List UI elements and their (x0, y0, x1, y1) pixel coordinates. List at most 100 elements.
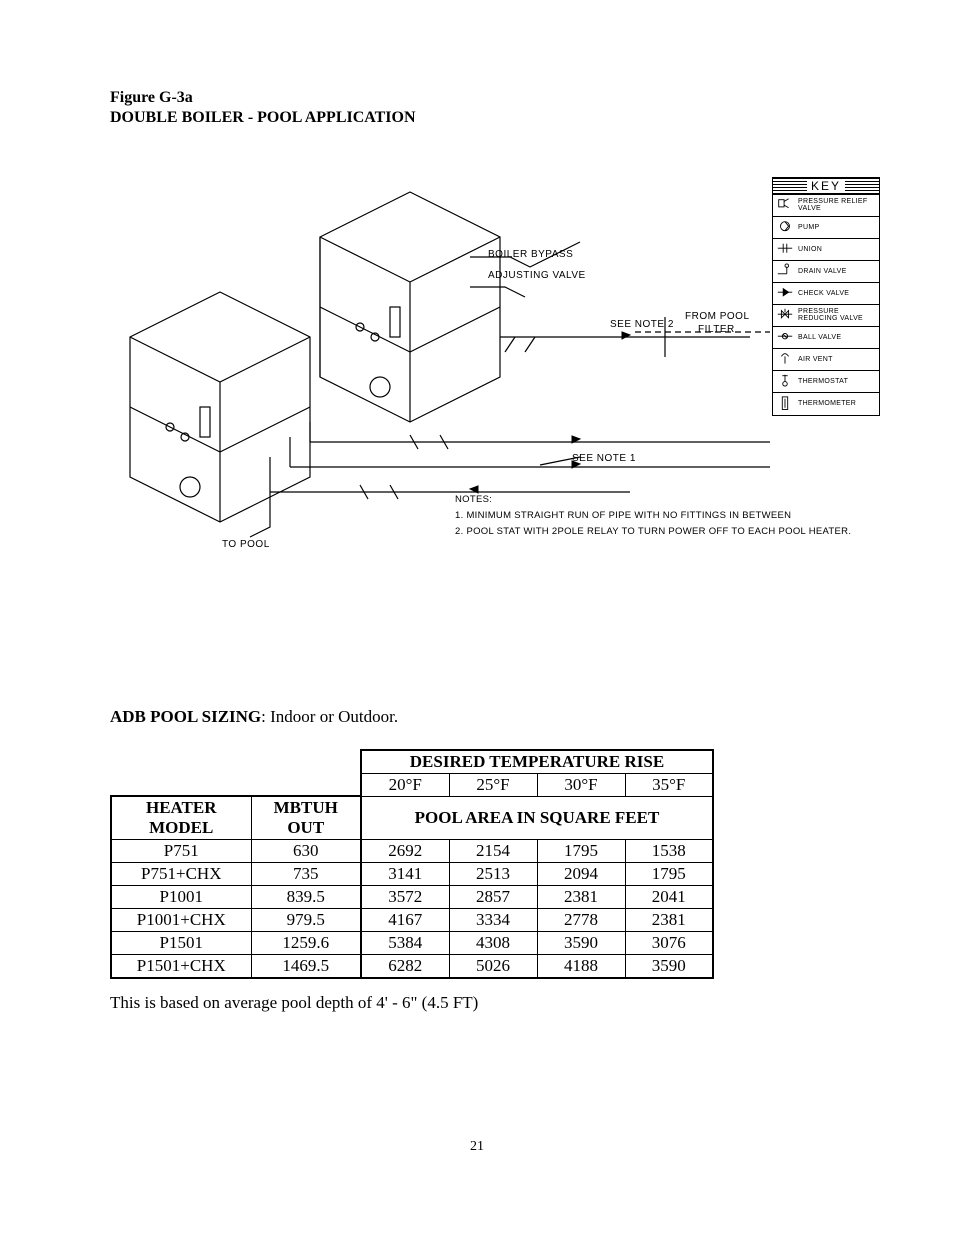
cell-mbtuh: 1259.6 (251, 932, 361, 955)
cell-model: P1001 (111, 886, 251, 909)
cell-val: 1538 (625, 840, 713, 863)
boiler-rear (320, 192, 500, 422)
cell-val: 2041 (625, 886, 713, 909)
diagram: BOILER BYPASS ADJUSTING VALVE FROM POOL … (110, 157, 880, 577)
boiler-front (130, 292, 310, 522)
label-boiler-bypass: BOILER BYPASS (488, 249, 573, 260)
cell-mbtuh: 839.5 (251, 886, 361, 909)
key-row: DRAIN VALVE (773, 261, 879, 283)
cell-val: 3590 (537, 932, 625, 955)
key-icon (776, 285, 794, 301)
sizing-heading: ADB POOL SIZING: Indoor or Outdoor. (110, 707, 844, 727)
table-row: P1001839.53572285723812041 (111, 886, 713, 909)
key-row: THERMOSTAT (773, 371, 879, 393)
cell-val: 1795 (625, 863, 713, 886)
cell-val: 2857 (449, 886, 537, 909)
page-number: 21 (0, 1139, 954, 1155)
key-label: DRAIN VALVE (798, 268, 847, 275)
cell-val: 2094 (537, 863, 625, 886)
table-row: P751+CHX7353141251320941795 (111, 863, 713, 886)
key-title: KEY (773, 178, 879, 195)
table-row: P1501+CHX1469.56282502641883590 (111, 955, 713, 979)
label-from-pool-2: FILTER (698, 324, 735, 335)
figure-title: DOUBLE BOILER - POOL APPLICATION (110, 109, 844, 127)
cell-mbtuh: 735 (251, 863, 361, 886)
key-icon (776, 197, 794, 213)
cell-model: P1501+CHX (111, 955, 251, 979)
cell-val: 3572 (361, 886, 449, 909)
temp-col: 25°F (449, 773, 537, 796)
key-icon (776, 396, 794, 412)
key-label: PUMP (798, 224, 819, 231)
cell-val: 6282 (361, 955, 449, 979)
key-row: PRESSURE REDUCING VALVE (773, 305, 879, 327)
cell-model: P1001+CHX (111, 909, 251, 932)
key-label: PRESSURE RELIEF VALVE (798, 198, 876, 213)
diagram-notes: NOTES: 1. MINIMUM STRAIGHT RUN OF PIPE W… (455, 492, 851, 540)
temp-col: 35°F (625, 773, 713, 796)
table-row: P15011259.65384430835903076 (111, 932, 713, 955)
cell-model: P751 (111, 840, 251, 863)
key-icon (776, 263, 794, 279)
key-label: UNION (798, 246, 822, 253)
note-1: 1. MINIMUM STRAIGHT RUN OF PIPE WITH NO … (455, 508, 851, 524)
cell-val: 2692 (361, 840, 449, 863)
cell-val: 2513 (449, 863, 537, 886)
key-row: PUMP (773, 217, 879, 239)
key-label: PRESSURE REDUCING VALVE (798, 308, 876, 323)
cell-val: 2381 (625, 909, 713, 932)
key-icon (776, 241, 794, 257)
note-2: 2. POOL STAT WITH 2POLE RELAY TO TURN PO… (455, 524, 851, 540)
cell-val: 2154 (449, 840, 537, 863)
key-legend: KEY PRESSURE RELIEF VALVE PUMP UNION DRAIN … (772, 177, 880, 416)
key-icon (776, 219, 794, 235)
cell-model: P1501 (111, 932, 251, 955)
label-adjusting-valve: ADJUSTING VALVE (488, 270, 586, 281)
temp-col: 30°F (537, 773, 625, 796)
cell-model: P751+CHX (111, 863, 251, 886)
pool-area-header: POOL AREA IN SQUARE FEET (361, 796, 713, 840)
sizing-footnote: This is based on average pool depth of 4… (110, 993, 844, 1013)
sizing-table: DESIRED TEMPERATURE RISE20°F25°F30°F35°F… (110, 749, 844, 980)
cell-val: 2381 (537, 886, 625, 909)
key-label: CHECK VALVE (798, 290, 849, 297)
table-row: P7516302692215417951538 (111, 840, 713, 863)
cell-val: 1795 (537, 840, 625, 863)
key-icon (776, 373, 794, 389)
key-label: AIR VENT (798, 356, 833, 363)
col-header-model: HEATER MODEL (111, 796, 251, 840)
key-icon (776, 329, 794, 345)
label-from-pool-1: FROM POOL (685, 311, 750, 322)
table-top-header: DESIRED TEMPERATURE RISE (361, 750, 713, 774)
cell-mbtuh: 630 (251, 840, 361, 863)
figure-label: Figure G-3a (110, 88, 844, 109)
label-see-note-1: SEE NOTE 1 (572, 453, 636, 464)
key-label: BALL VALVE (798, 334, 841, 341)
key-row: CHECK VALVE (773, 283, 879, 305)
label-see-note-2: SEE NOTE 2 (610, 319, 674, 330)
cell-val: 4308 (449, 932, 537, 955)
cell-val: 5026 (449, 955, 537, 979)
cell-val: 5384 (361, 932, 449, 955)
cell-val: 4167 (361, 909, 449, 932)
col-header-mbtuh: MBTUH OUT (251, 796, 361, 840)
label-to-pool: TO POOL (222, 539, 270, 550)
cell-val: 3590 (625, 955, 713, 979)
key-row: THERMOMETER (773, 393, 879, 415)
notes-heading: NOTES: (455, 492, 851, 508)
cell-val: 3141 (361, 863, 449, 886)
cell-val: 2778 (537, 909, 625, 932)
key-row: AIR VENT (773, 349, 879, 371)
cell-val: 3076 (625, 932, 713, 955)
key-row: PRESSURE RELIEF VALVE (773, 195, 879, 217)
key-row: UNION (773, 239, 879, 261)
cell-val: 3334 (449, 909, 537, 932)
cell-val: 4188 (537, 955, 625, 979)
table-row: P1001+CHX979.54167333427782381 (111, 909, 713, 932)
key-row: BALL VALVE (773, 327, 879, 349)
key-icon (776, 351, 794, 367)
cell-mbtuh: 1469.5 (251, 955, 361, 979)
cell-mbtuh: 979.5 (251, 909, 361, 932)
key-label: THERMOSTAT (798, 378, 848, 385)
temp-col: 20°F (361, 773, 449, 796)
